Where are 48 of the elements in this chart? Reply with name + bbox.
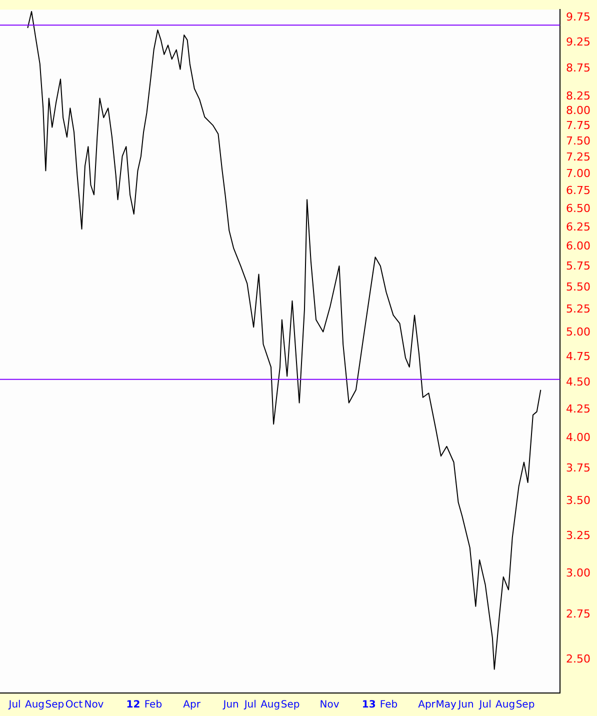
y-tick-label: 7.25 <box>566 150 590 164</box>
x-tick-label: Jul <box>243 700 256 711</box>
x-tick-label: Aug <box>24 700 45 711</box>
y-tick-label: 8.25 <box>566 89 590 102</box>
y-tick-label: 5.75 <box>566 260 590 273</box>
x-tick-label: Jun <box>457 700 474 711</box>
y-tick-label: 7.75 <box>566 118 590 132</box>
x-tick-label: Feb <box>144 700 162 711</box>
y-tick-label: 4.25 <box>566 402 590 416</box>
x-tick-label: Apr <box>183 700 202 711</box>
y-tick-label: 5.00 <box>566 326 590 339</box>
y-tick-label: 3.75 <box>566 461 590 474</box>
y-tick-label: 7.00 <box>566 166 590 180</box>
y-tick-label: 9.25 <box>566 35 590 48</box>
y-tick-label: 8.75 <box>566 62 590 75</box>
y-tick-label: 5.25 <box>566 302 590 316</box>
x-tick-label: May <box>436 700 456 711</box>
x-tick-label: Oct <box>65 700 83 711</box>
x-tick-label: 12 <box>126 700 140 711</box>
x-tick-label: Nov <box>320 700 340 711</box>
y-tick-label: 4.00 <box>566 430 590 444</box>
x-tick-label: Feb <box>380 700 398 711</box>
y-tick-label: 2.50 <box>566 652 590 666</box>
x-tick-label: Aug <box>496 700 516 711</box>
x-tick-label: Sep <box>45 700 64 711</box>
y-tick-label: 6.75 <box>566 184 590 198</box>
x-tick-label: Nov <box>84 700 104 711</box>
x-tick-label: Jul <box>8 700 21 711</box>
y-tick-label: 3.25 <box>566 528 590 542</box>
y-tick-label: 6.50 <box>566 202 590 215</box>
y-tick-label: 4.50 <box>566 375 590 388</box>
y-tick-label: 7.50 <box>566 134 590 148</box>
x-tick-label: 13 <box>362 700 376 711</box>
y-tick-label: 4.75 <box>566 350 590 363</box>
x-tick-label: Aug <box>260 700 280 711</box>
y-tick-label: 5.50 <box>566 280 590 294</box>
y-tick-label: 6.25 <box>566 220 590 234</box>
x-tick-label: Jul <box>478 700 492 711</box>
x-tick-label: Apr <box>418 700 436 711</box>
y-tick-label: 6.00 <box>566 240 590 253</box>
x-tick-label: Sep <box>280 700 300 711</box>
y-tick-label: 8.00 <box>566 104 590 117</box>
x-tick-label: Sep <box>516 700 535 711</box>
y-tick-label: 9.75 <box>566 10 590 24</box>
y-tick-label: 3.00 <box>566 566 590 580</box>
y-tick-label: 3.50 <box>566 494 590 507</box>
x-tick-label: Jun <box>222 700 239 711</box>
y-tick-label: 2.75 <box>566 608 590 621</box>
